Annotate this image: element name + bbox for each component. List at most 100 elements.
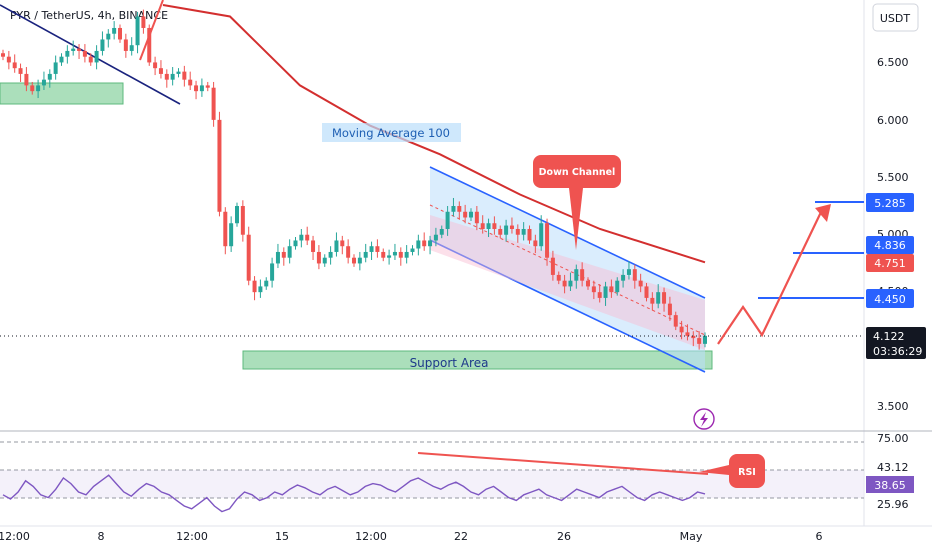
level-badge-4751: 4.751 — [866, 254, 914, 272]
candle-body — [638, 280, 643, 287]
candle-body — [158, 68, 163, 74]
rsi-callout-label: RSI — [738, 467, 756, 478]
candle-body — [53, 62, 58, 74]
candle-body — [229, 223, 234, 247]
level-badge-text: 4.836 — [874, 239, 906, 252]
candle-body — [65, 50, 70, 57]
candle-body — [586, 280, 590, 287]
candle-body — [597, 292, 602, 298]
candle-body — [662, 292, 667, 304]
candle-body — [433, 234, 438, 241]
candle-body — [492, 223, 497, 229]
candle-body — [422, 240, 427, 247]
candle-body — [574, 269, 579, 281]
candle-body — [556, 274, 561, 281]
rsi-axis: 75.00 43.12 38.65 25.96 — [866, 432, 914, 511]
candle-body — [498, 228, 503, 235]
support-area: Support Area — [242, 350, 713, 370]
ma-label-box: Moving Average 100 — [322, 123, 461, 142]
down-channel-label: Down Channel — [539, 167, 616, 178]
candle-body — [509, 225, 514, 229]
currency-button[interactable]: USDT — [872, 3, 919, 32]
candle-body — [609, 286, 614, 293]
rsi-value-text: 38.65 — [874, 479, 906, 492]
candle-body — [346, 246, 351, 258]
candle-body — [71, 48, 76, 51]
candle-body — [363, 251, 368, 258]
prior-downtrend-line — [0, 4, 181, 105]
candles — [1, 9, 707, 350]
level-badge-text: 4.450 — [874, 293, 906, 306]
candle-body — [287, 246, 292, 258]
candle-body — [211, 87, 216, 120]
candle-body — [246, 234, 251, 281]
price-tick: 6.000 — [877, 114, 909, 127]
rsi-divergence-line — [417, 452, 709, 475]
candle-body — [685, 332, 690, 336]
candle-body — [603, 286, 608, 298]
candle-body — [240, 206, 245, 235]
candle-body — [644, 286, 649, 298]
candle-body — [334, 240, 339, 252]
time-tick: 22 — [454, 530, 468, 543]
candle-body — [515, 228, 520, 235]
time-ticks: 12:00 8 12:00 15 12:00 22 26 May 6 — [0, 530, 823, 543]
candle-body — [539, 223, 544, 247]
candle-body — [18, 68, 23, 74]
time-tick: 8 — [98, 530, 105, 543]
candle-body — [199, 85, 204, 92]
rsi-callout: RSI — [699, 454, 765, 488]
candle-body — [568, 280, 573, 287]
time-tick: May — [680, 530, 703, 543]
candle-body — [580, 269, 585, 281]
candle-body — [357, 257, 362, 264]
rsi-tick: 43.12 — [877, 461, 909, 474]
candle-body — [12, 62, 17, 69]
candle-body — [545, 223, 550, 258]
time-tick: 12:00 — [176, 530, 208, 543]
time-tick: 12:00 — [355, 530, 387, 543]
down-channel — [429, 166, 706, 373]
level-badge-5285: 5.285 — [866, 193, 914, 212]
candle-body — [650, 297, 655, 304]
candle-body — [30, 85, 35, 92]
level-badge-4450: 4.450 — [866, 289, 914, 308]
ma-label: Moving Average 100 — [332, 126, 450, 140]
resistance-levels — [0, 201, 864, 337]
candle-body — [626, 269, 631, 275]
candle-body — [322, 257, 327, 264]
current-price-badge: 4.122 03:36:29 — [866, 327, 926, 359]
candle-body — [328, 251, 333, 258]
candle-body — [562, 280, 567, 287]
candle-body — [632, 269, 637, 281]
time-tick: 12:00 — [0, 530, 30, 543]
candle-body — [135, 16, 140, 46]
candle-body — [410, 248, 415, 252]
support-area-label: Support Area — [410, 356, 489, 370]
candle-body — [439, 228, 444, 235]
candle-body — [697, 338, 702, 344]
candle-body — [486, 223, 491, 229]
candle-body — [673, 315, 678, 327]
candle-body — [480, 223, 485, 229]
candle-body — [182, 71, 187, 80]
candle-body — [451, 206, 456, 212]
candle-body — [550, 257, 555, 275]
candle-body — [381, 251, 386, 258]
candle-body — [258, 286, 263, 293]
candle-body — [41, 79, 46, 86]
candle-body — [252, 280, 257, 293]
rsi-tick: 25.96 — [877, 498, 909, 511]
chart-title: PYR / TetherUS, 4h, BINANCE — [10, 9, 168, 22]
candle-body — [106, 33, 111, 40]
candle-body — [369, 246, 374, 252]
lightning-icon[interactable] — [693, 408, 715, 430]
candle-body — [469, 211, 473, 218]
down-channel-callout: Down Channel — [533, 155, 621, 250]
rsi-line — [2, 474, 706, 513]
time-tick: 15 — [275, 530, 289, 543]
candle-body — [387, 255, 392, 258]
candle-body — [375, 246, 380, 252]
candle-body — [316, 251, 321, 264]
